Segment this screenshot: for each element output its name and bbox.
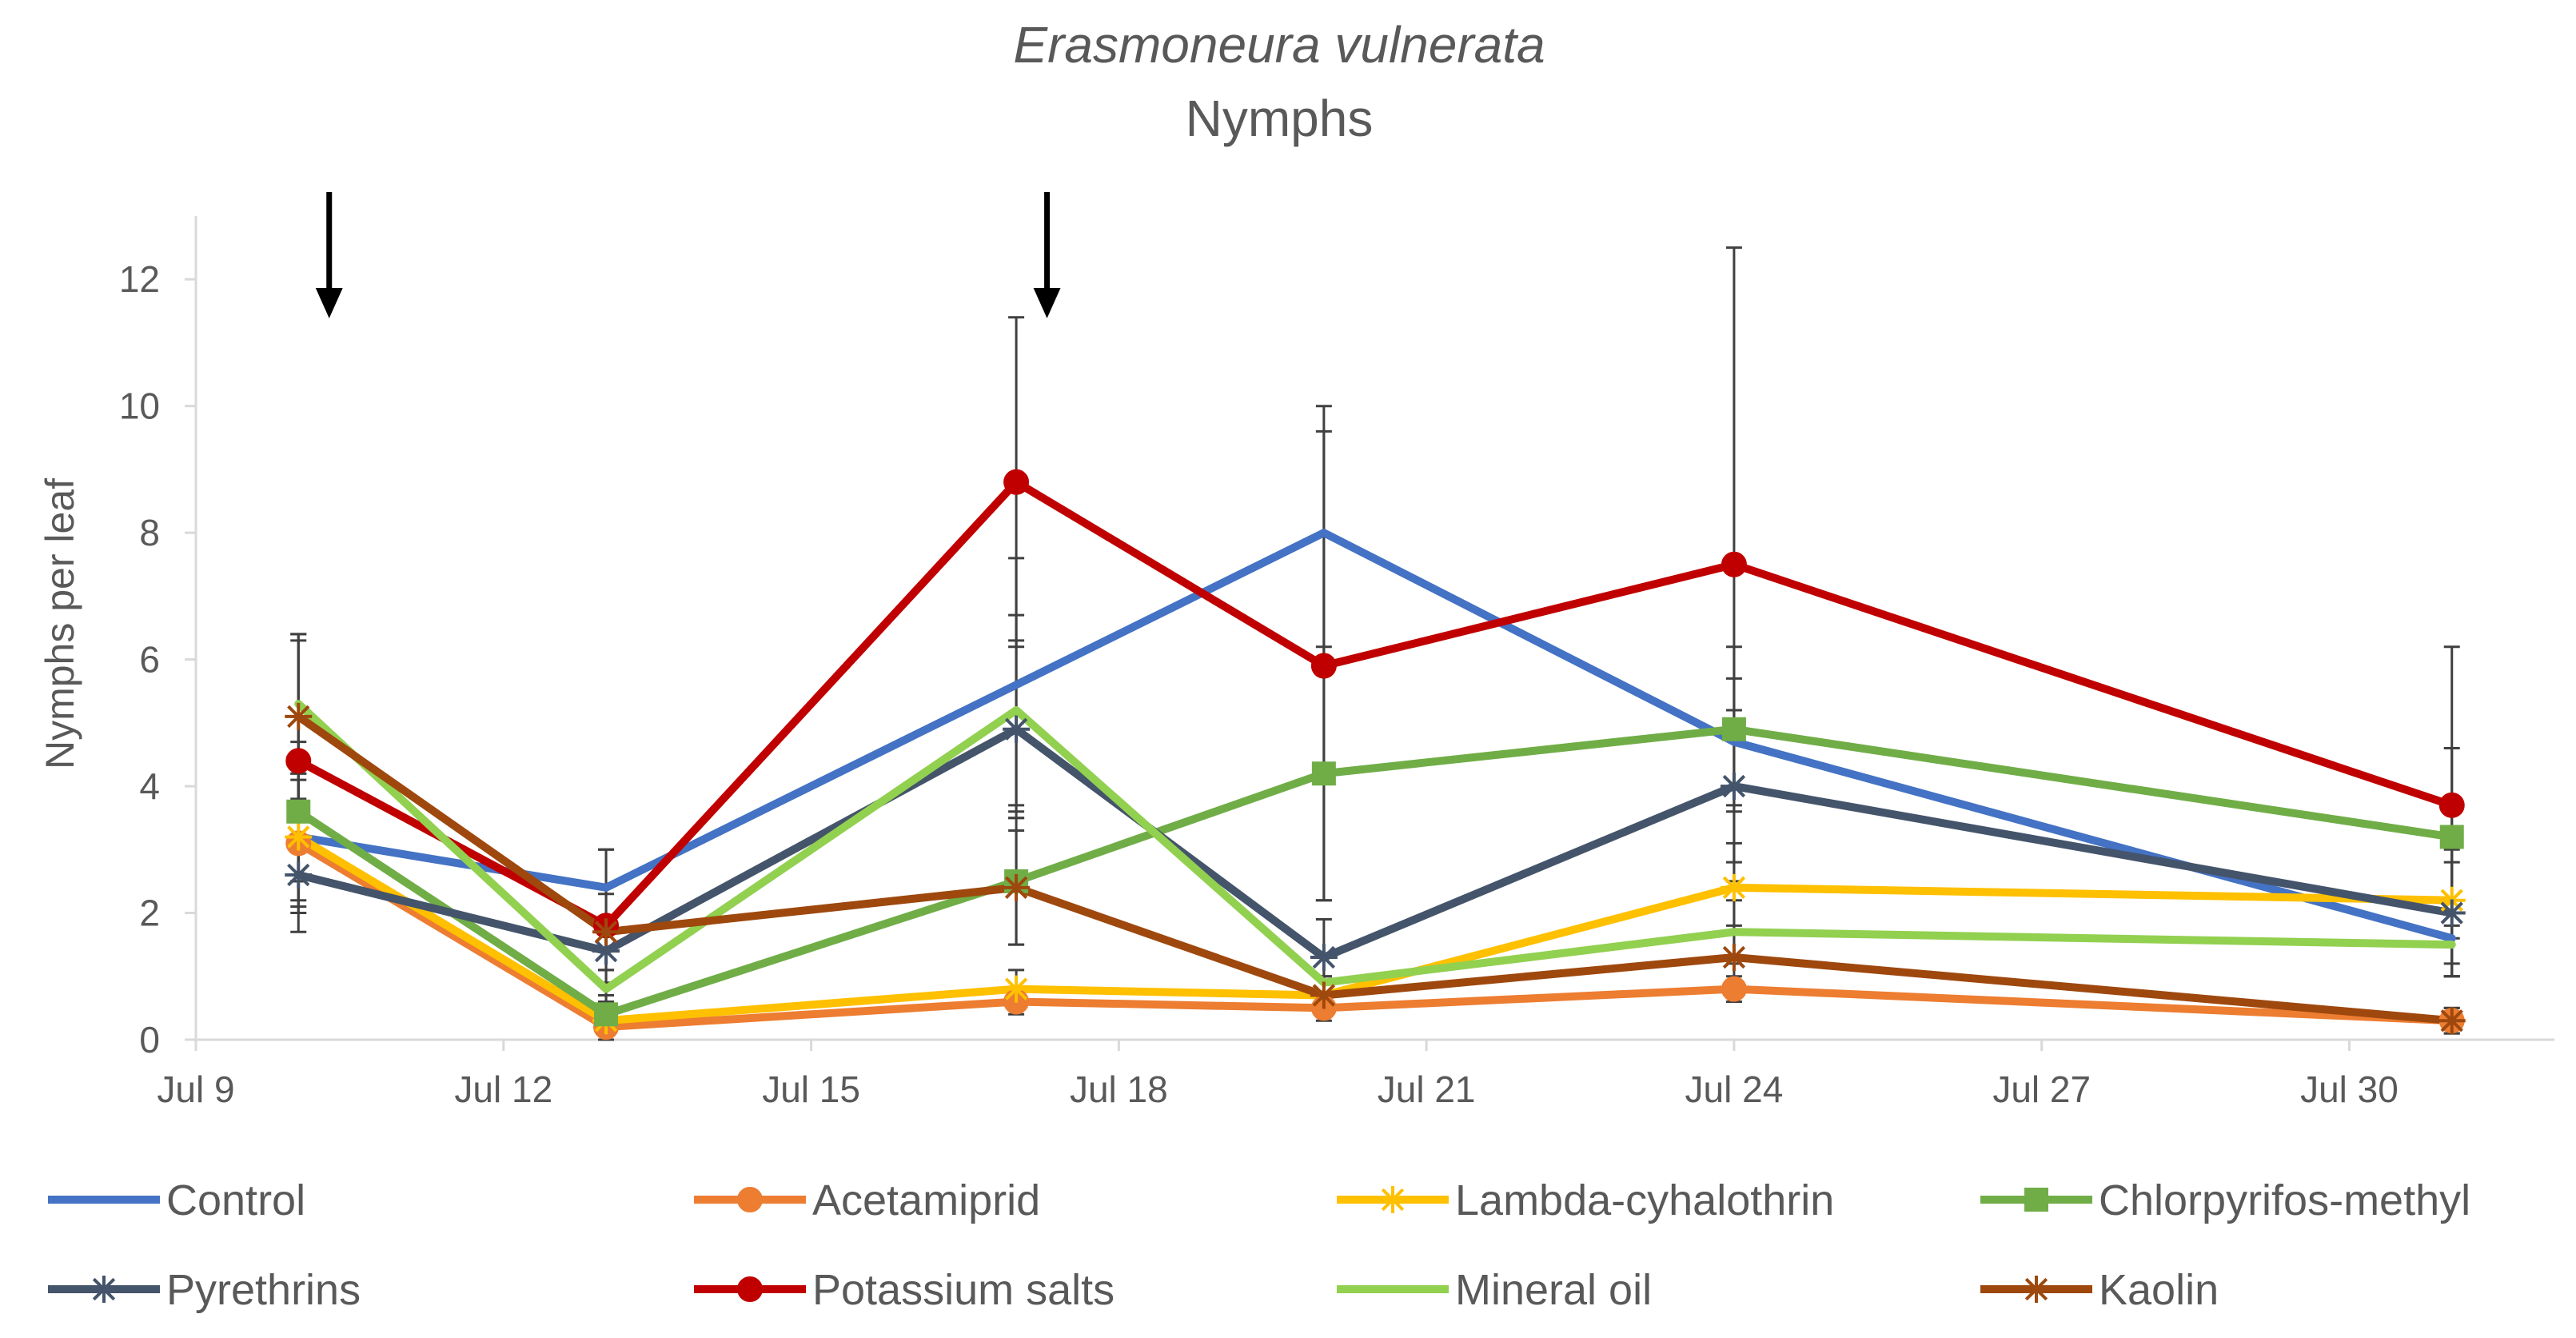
data-point-kaolin xyxy=(285,702,313,730)
data-point-kaolin xyxy=(592,918,620,946)
legend-label-chlorpyrifos-methyl: Chlorpyrifos-methyl xyxy=(2099,1176,2470,1224)
x-tick-label: Jul 21 xyxy=(1378,1068,1476,1110)
legend-marker-potassium-salts xyxy=(737,1276,763,1302)
data-point-potassium-salts xyxy=(1003,469,1030,495)
x-tick-label: Jul 30 xyxy=(2300,1068,2399,1110)
data-point-pyrethrins xyxy=(592,937,620,965)
y-tick-label: 6 xyxy=(139,639,160,681)
data-point-pyrethrins xyxy=(2438,899,2466,927)
legend-marker-chlorpyrifos-methyl xyxy=(2024,1188,2048,1212)
data-point-chlorpyrifos-methyl xyxy=(1311,761,1336,786)
legend-label-acetamiprid: Acetamiprid xyxy=(812,1176,1040,1224)
y-axis-label: Nymphs per leaf xyxy=(38,478,82,769)
data-point-lambda-cyhalothrin xyxy=(1720,873,1748,901)
y-tick-label: 4 xyxy=(139,765,160,807)
application-arrow-head xyxy=(1033,288,1061,318)
legend-label-pyrethrins: Pyrethrins xyxy=(166,1266,361,1314)
data-point-chlorpyrifos-methyl xyxy=(286,799,311,824)
data-point-pyrethrins xyxy=(1720,773,1748,801)
y-tick-label: 2 xyxy=(139,893,160,934)
data-point-acetamiprid xyxy=(1721,976,1747,1002)
chart-subtitle: Nymphs xyxy=(1186,90,1374,147)
series-line-kaolin xyxy=(294,712,2456,1025)
data-point-kaolin xyxy=(1720,944,1748,971)
legend-label-potassium-salts: Potassium salts xyxy=(812,1266,1115,1314)
data-point-kaolin xyxy=(1003,873,1031,901)
chart-title: Erasmoneura vulnerata xyxy=(1013,16,1545,74)
data-point-potassium-salts xyxy=(1721,551,1747,577)
legend-label-lambda-cyhalothrin: Lambda-cyhalothrin xyxy=(1455,1176,1834,1224)
x-tick-label: Jul 9 xyxy=(157,1068,234,1110)
data-point-potassium-salts xyxy=(285,748,312,774)
data-point-kaolin xyxy=(1310,981,1338,1009)
data-point-potassium-salts xyxy=(1310,653,1337,679)
data-point-pyrethrins xyxy=(1003,715,1031,743)
y-tick-label: 8 xyxy=(139,512,160,553)
series-line-chlorpyrifos-methyl xyxy=(294,725,2456,1019)
data-point-potassium-salts xyxy=(2438,792,2465,818)
x-tick-label: Jul 27 xyxy=(1992,1068,2091,1110)
legend-label-control: Control xyxy=(166,1176,305,1224)
y-tick-label: 10 xyxy=(119,385,160,427)
data-point-chlorpyrifos-methyl xyxy=(2439,825,2464,849)
x-tick-label: Jul 12 xyxy=(454,1068,552,1110)
series-line-lambda-cyhalothrin xyxy=(294,833,2456,1025)
data-point-chlorpyrifos-methyl xyxy=(594,1002,619,1027)
data-point-pyrethrins xyxy=(285,861,313,889)
legend-label-kaolin: Kaolin xyxy=(2099,1266,2219,1314)
x-tick-label: Jul 18 xyxy=(1070,1068,1168,1110)
data-point-lambda-cyhalothrin xyxy=(1003,975,1031,1003)
legend-marker-kaolin xyxy=(2023,1276,2050,1303)
data-point-lambda-cyhalothrin xyxy=(285,823,313,851)
x-tick-label: Jul 15 xyxy=(762,1068,860,1110)
series-line-control xyxy=(294,529,2456,943)
application-arrow-head xyxy=(315,288,343,318)
data-point-kaolin xyxy=(2438,1007,2466,1035)
data-point-chlorpyrifos-methyl xyxy=(1721,717,1746,741)
y-tick-label: 0 xyxy=(139,1019,160,1060)
data-point-pyrethrins xyxy=(1310,944,1338,971)
x-tick-label: Jul 24 xyxy=(1685,1068,1784,1110)
series-line-acetamiprid xyxy=(294,839,2456,1032)
series-line-mineral-oil xyxy=(294,700,2456,993)
y-tick-label: 12 xyxy=(119,258,160,300)
legend-marker-lambda-cyhalothrin xyxy=(1379,1186,1406,1213)
series-line-pyrethrins xyxy=(294,725,2456,961)
legend-marker-pyrethrins xyxy=(90,1276,118,1303)
legend-label-mineral-oil: Mineral oil xyxy=(1455,1266,1652,1314)
legend-marker-acetamiprid xyxy=(737,1187,763,1212)
